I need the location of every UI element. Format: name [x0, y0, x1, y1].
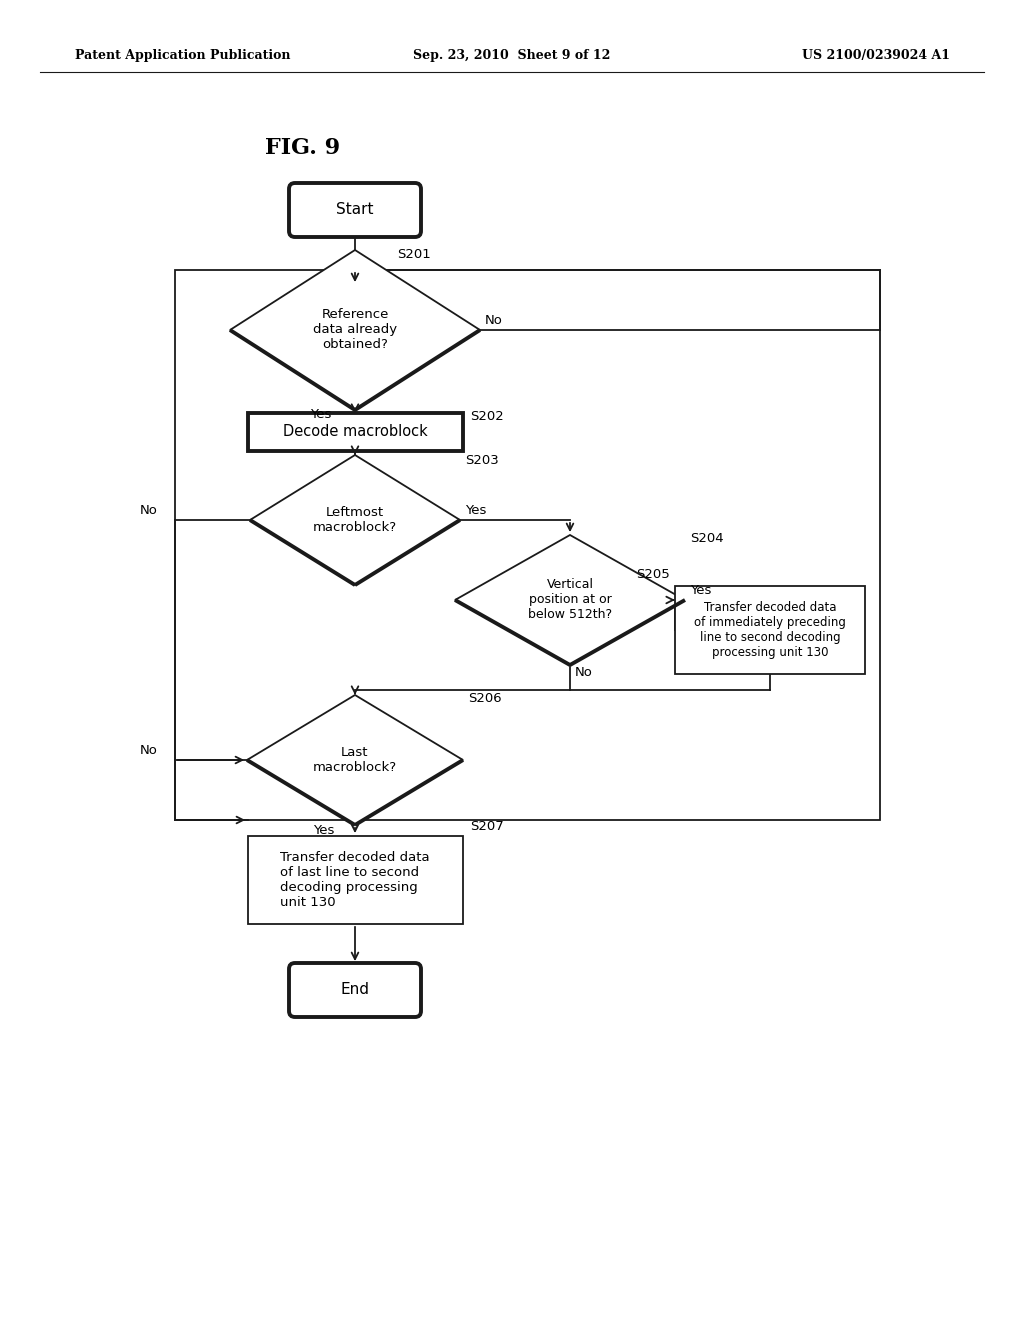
FancyBboxPatch shape	[289, 183, 421, 238]
Text: End: End	[341, 982, 370, 998]
Text: Yes: Yes	[465, 503, 486, 516]
Text: Decode macroblock: Decode macroblock	[283, 425, 427, 440]
Text: Leftmost
macroblock?: Leftmost macroblock?	[313, 506, 397, 535]
Text: Vertical
position at or
below 512th?: Vertical position at or below 512th?	[528, 578, 612, 622]
Bar	[675, 586, 865, 675]
Text: US 2100/0239024 A1: US 2100/0239024 A1	[802, 49, 950, 62]
Bar	[248, 413, 463, 451]
Text: Transfer decoded data
of immediately preceding
line to second decoding
processin: Transfer decoded data of immediately pre…	[694, 601, 846, 659]
Polygon shape	[230, 249, 480, 411]
Text: Start: Start	[336, 202, 374, 218]
Polygon shape	[247, 696, 463, 825]
Text: No: No	[140, 503, 158, 516]
Text: Yes: Yes	[690, 583, 712, 597]
Text: Sep. 23, 2010  Sheet 9 of 12: Sep. 23, 2010 Sheet 9 of 12	[414, 49, 610, 62]
Text: Transfer decoded data
of last line to second
decoding processing
unit 130: Transfer decoded data of last line to se…	[281, 851, 430, 909]
Text: S207: S207	[470, 820, 504, 833]
Text: S201: S201	[397, 248, 431, 261]
Text: Reference
data already
obtained?: Reference data already obtained?	[313, 309, 397, 351]
Text: FIG. 9: FIG. 9	[265, 137, 340, 158]
Text: No: No	[485, 314, 503, 326]
Text: No: No	[575, 667, 593, 680]
Text: S202: S202	[470, 411, 504, 424]
Text: Yes: Yes	[310, 408, 332, 421]
Bar	[175, 271, 880, 820]
Bar	[248, 836, 463, 924]
Text: Last
macroblock?: Last macroblock?	[313, 746, 397, 774]
Text: S205: S205	[636, 568, 670, 581]
Text: S206: S206	[468, 692, 502, 705]
Text: Patent Application Publication: Patent Application Publication	[75, 49, 291, 62]
Polygon shape	[455, 535, 685, 665]
Text: No: No	[140, 743, 158, 756]
Text: S204: S204	[690, 532, 724, 544]
FancyBboxPatch shape	[289, 964, 421, 1016]
Polygon shape	[250, 455, 460, 585]
Text: Yes: Yes	[313, 824, 335, 837]
Text: S203: S203	[465, 454, 499, 466]
